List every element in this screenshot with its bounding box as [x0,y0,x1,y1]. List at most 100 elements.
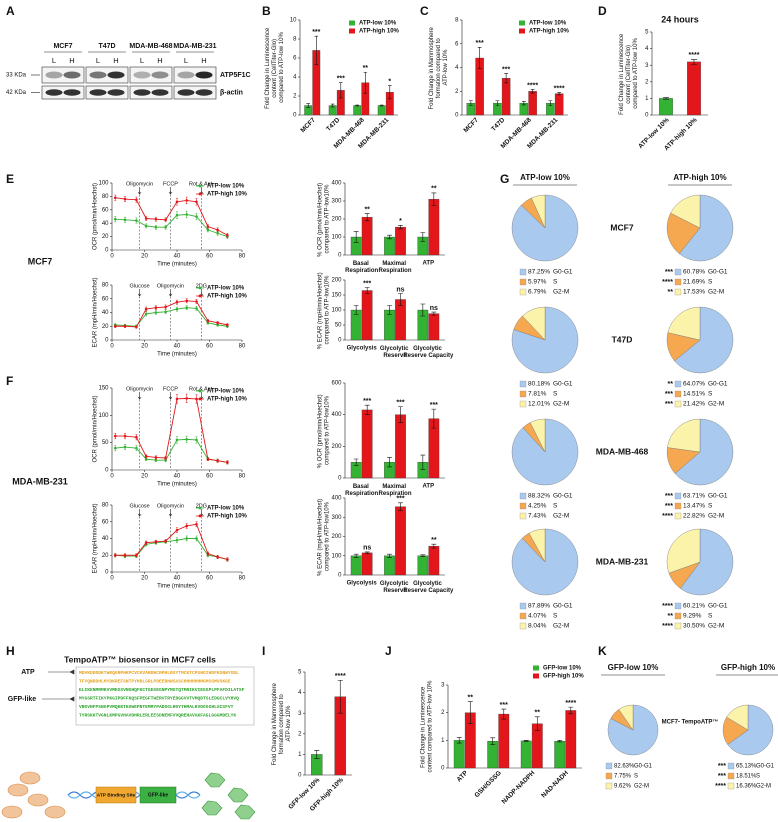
injection-arrow [168,289,173,297]
pie-slice [674,306,734,374]
bar [565,710,577,769]
text-line: compared to ATP-low 10% [278,32,284,103]
legend-swatch [349,20,355,26]
sequence-label: GFP-like [8,696,37,703]
text-line: Glycolytic [413,346,443,352]
blot-box [173,66,217,84]
text-line: Reserve [383,352,407,358]
blot-box [85,66,129,84]
pie-value-label: 65.13% [736,764,757,770]
panel-letter: D [598,4,607,18]
legend-label: S [708,391,713,398]
blot-band [151,89,169,96]
legend-label: S [708,279,713,286]
pie-value-label: 21.42% [683,401,705,408]
text-line: Reserve Capacity [403,587,454,593]
panel-letter: A [6,4,15,18]
point [206,228,210,232]
legend-label: ATP-high 10% [207,192,248,198]
significance: ** [364,206,370,213]
bar [554,93,564,116]
panel-letter: J [385,644,392,658]
error-bar [363,71,368,94]
injection-label: Glucose [130,503,150,509]
point [154,540,158,544]
significance: *** [430,402,438,409]
legend-label: S [553,613,558,620]
y-axis-label: Fold Change in Luminescence content (Cel… [265,26,285,109]
legend-swatch [519,380,527,388]
y-tick-label: 100 [98,413,109,419]
significance: ns [363,545,371,552]
y-tick-label: 200 [331,278,342,284]
pie-slice [726,704,749,731]
legend-swatch [674,288,682,296]
point [226,233,229,237]
injection-label: Glucose [130,283,150,289]
point [185,397,189,400]
y-tick-label: 100 [331,235,342,241]
error-bar [306,103,310,108]
blot-box [129,66,173,84]
pie-slice [531,194,546,229]
significance: **** [662,279,673,286]
bar [428,313,440,341]
blot-box [129,85,173,100]
error-bar [504,73,509,84]
point [144,457,148,461]
legend-marker [198,506,202,510]
legend-swatch [519,602,527,610]
significance: *** [665,269,673,276]
legend-swatch [519,278,527,286]
blot-lane: L [184,56,188,65]
y-tick-label: 0 [645,113,649,119]
y-axis-label: ECAR (mpH/min/Hoechst) [93,277,99,347]
row-label: MCF7 [610,222,633,232]
text-line: Respiration [345,267,378,273]
sequence-gfp: VRGVNFPSNGPVMQKKTKGWEPNTEMMYPADGGLRGYTHM… [79,704,234,710]
bar [395,506,406,576]
text-line: Fold Change in Luminescence [619,32,625,115]
error-bar [468,100,473,106]
point [154,311,158,314]
x-tick-label: 20 [141,474,148,480]
point [135,446,138,450]
y-tick-label: 2 [455,89,459,95]
text-line: Maximal [382,484,407,490]
legend-marker [198,397,202,401]
y-tick-label: 80 [102,503,109,509]
pie-header: ATP-high 10% [673,173,726,182]
x-tick-label: T47D [490,116,506,132]
legend-swatch [605,762,613,770]
y-axis-label: % OCR (pmol/min/Hoechst) compared to ATP… [317,181,330,257]
significance: ** [668,289,674,296]
significance: *** [337,76,345,83]
legend-swatch [674,612,682,620]
point [135,553,138,557]
y-tick-label: 400 [331,181,342,187]
y-tick-label: 6 [293,56,297,62]
y-tick-label: 4 [455,65,459,71]
legend-swatch [674,602,682,610]
cell-icon [234,804,256,820]
y-tick-label: 4 [298,690,302,696]
panel-letter: C [420,4,429,18]
legend-label: ATP-high 10% [529,29,570,35]
y-tick-label: 60 [102,207,109,213]
cell-icon [227,787,249,803]
text-line: compared to ATP-low 10% [632,38,638,109]
point [206,552,210,555]
legend-swatch [674,268,682,276]
arrow [48,669,75,675]
text-line: Fold Change in Mammosphere [429,25,435,109]
y-tick-label: 10 [290,18,297,24]
point [195,438,198,442]
row-label: MDA-MB-231 [596,556,649,566]
error-bar [420,454,426,470]
point [164,539,167,543]
cell-icon [1,805,23,819]
y-tick-label: 40 [102,310,109,316]
error-bar [521,101,526,106]
significance: **** [335,673,346,680]
y-axis-label: Fold Change in Mammosphere formation com… [429,25,449,109]
